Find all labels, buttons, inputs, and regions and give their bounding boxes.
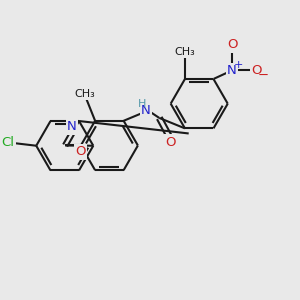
Text: N: N bbox=[67, 121, 77, 134]
Text: CH₃: CH₃ bbox=[175, 47, 195, 57]
Text: O: O bbox=[75, 146, 86, 158]
Text: CH₃: CH₃ bbox=[75, 89, 95, 99]
Text: O: O bbox=[165, 136, 176, 149]
Text: N: N bbox=[227, 64, 237, 77]
Text: O: O bbox=[251, 64, 262, 77]
Text: +: + bbox=[234, 60, 243, 70]
Text: H: H bbox=[138, 99, 146, 109]
Text: O: O bbox=[227, 38, 237, 51]
Text: Cl: Cl bbox=[1, 136, 14, 149]
Text: N: N bbox=[141, 104, 151, 117]
Text: −: − bbox=[257, 69, 268, 82]
